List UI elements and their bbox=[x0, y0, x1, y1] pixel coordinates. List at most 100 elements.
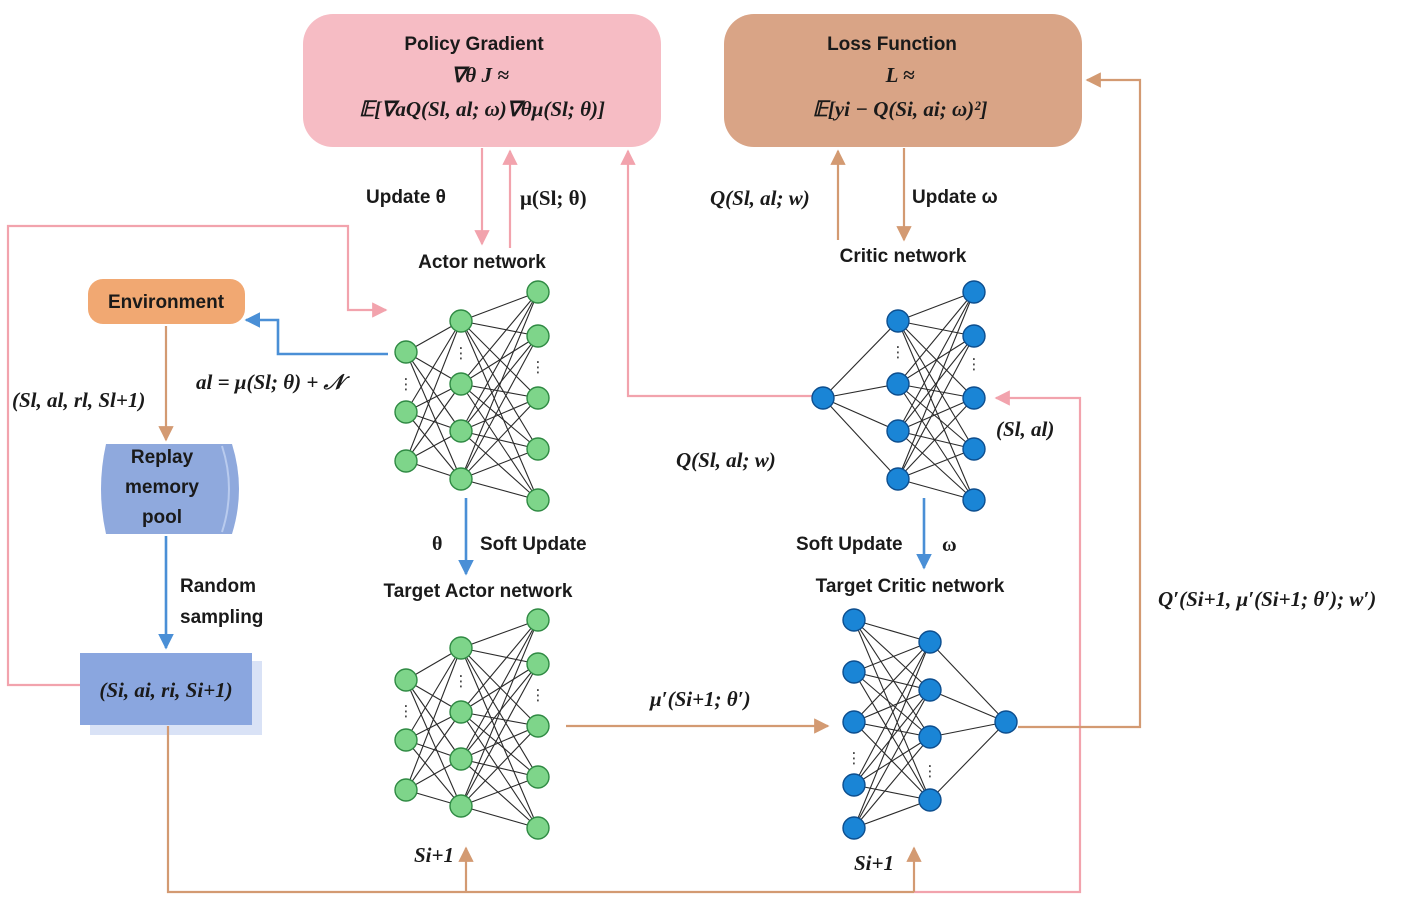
ellipsis-marker: ⋮ bbox=[923, 762, 938, 780]
network-edge bbox=[853, 641, 931, 673]
sampling-label: sampling bbox=[180, 607, 263, 628]
theta-label: θ bbox=[432, 533, 442, 555]
network-edge bbox=[897, 383, 975, 399]
s-next-actor-label: Si+1 bbox=[414, 843, 454, 867]
next-state-bus bbox=[166, 726, 914, 894]
update-omega-label: Update ω bbox=[912, 187, 998, 208]
network-edge bbox=[460, 383, 539, 399]
network-edge bbox=[460, 291, 539, 480]
replay-memory-shape bbox=[101, 444, 239, 534]
policy-gradient-line1: ∇θ J ≈ bbox=[451, 63, 509, 87]
network-edges bbox=[853, 619, 1007, 829]
sample-box: (Si, ai, ri, Si+1) bbox=[80, 653, 262, 735]
network-edge bbox=[897, 430, 975, 450]
network-edge bbox=[929, 689, 1007, 723]
ellipsis-marker: ⋮ bbox=[847, 749, 862, 767]
state-action-label: (Sl, al) bbox=[996, 417, 1054, 441]
network-edge bbox=[460, 647, 539, 665]
update-theta-label: Update θ bbox=[366, 187, 446, 208]
network-edge bbox=[405, 647, 462, 791]
network-node bbox=[526, 437, 550, 461]
network-node bbox=[394, 668, 418, 692]
network-node bbox=[526, 488, 550, 512]
network-edge bbox=[929, 721, 1007, 738]
random-label: Random bbox=[180, 576, 256, 597]
omega-label: ω bbox=[942, 534, 957, 556]
network-edge bbox=[853, 619, 931, 801]
policy-gradient-box: Policy Gradient ∇θ J ≈ 𝔼[∇aQ(Sl, al; ω)∇… bbox=[303, 14, 661, 147]
network-edge bbox=[405, 739, 462, 807]
network-node bbox=[994, 710, 1018, 734]
network-edge bbox=[853, 721, 931, 738]
network-edge bbox=[460, 320, 539, 501]
critic-network-label: Critic network bbox=[840, 246, 967, 267]
network-edge bbox=[853, 619, 931, 738]
loss-function-box: Loss Function L ≈ 𝔼[yi − Q(Si, ai; ω)²] bbox=[724, 14, 1082, 147]
network-edge bbox=[897, 383, 975, 450]
network-node bbox=[449, 467, 473, 491]
network-edge bbox=[853, 689, 931, 829]
replay-label-2: memory bbox=[125, 477, 199, 498]
soft-update-actor-label: Soft Update bbox=[480, 534, 587, 555]
loss-function-line2: 𝔼[yi − Q(Si, ai; ω)²] bbox=[813, 97, 988, 121]
network-edge bbox=[822, 320, 899, 399]
mu-prime-label: μ′(Si+1; θ′) bbox=[649, 687, 751, 711]
network-edge bbox=[460, 397, 539, 480]
network-edge bbox=[460, 619, 539, 760]
ellipsis-marker: ⋮ bbox=[399, 702, 414, 720]
loss-function-line1: L ≈ bbox=[885, 63, 915, 87]
transition-label: (Sl, al, rl, Sl+1) bbox=[12, 388, 145, 412]
environment-label: Environment bbox=[108, 292, 225, 313]
network-edge bbox=[460, 291, 539, 432]
network-edge bbox=[460, 335, 539, 385]
network-edge bbox=[460, 478, 539, 501]
network-edge bbox=[460, 320, 539, 337]
network-edges bbox=[822, 291, 975, 501]
network-node bbox=[449, 372, 473, 396]
policy-gradient-title: Policy Gradient bbox=[404, 34, 544, 55]
network-edge bbox=[822, 383, 899, 399]
network-edge bbox=[460, 291, 539, 322]
network-node bbox=[526, 608, 550, 632]
target-actor-network: ⋮ ⋮ ⋮ bbox=[394, 608, 550, 840]
network-edge bbox=[897, 335, 975, 385]
network-edge bbox=[405, 351, 462, 480]
network-node bbox=[886, 467, 910, 491]
network-edge bbox=[405, 320, 462, 413]
environment-box-bg bbox=[88, 279, 245, 324]
replay-label-1: Replay bbox=[131, 447, 194, 468]
network-edge bbox=[460, 758, 539, 829]
network-edge bbox=[405, 679, 462, 807]
network-node bbox=[918, 630, 942, 654]
network-node bbox=[962, 488, 986, 512]
network-node bbox=[811, 386, 835, 410]
network-node bbox=[842, 710, 866, 734]
ellipsis-marker: ⋮ bbox=[531, 686, 546, 704]
network-edge bbox=[853, 736, 931, 829]
ellipsis-marker: ⋮ bbox=[531, 358, 546, 376]
network-edge bbox=[460, 619, 539, 713]
network-node bbox=[886, 372, 910, 396]
target-critic-network-label: Target Critic network bbox=[816, 576, 1005, 597]
network-node bbox=[449, 309, 473, 333]
network-node bbox=[842, 773, 866, 797]
network-edge bbox=[460, 619, 539, 649]
network-edge bbox=[897, 291, 975, 385]
network-node bbox=[962, 280, 986, 304]
network-node bbox=[526, 280, 550, 304]
network-node bbox=[394, 449, 418, 473]
network-edge bbox=[460, 805, 539, 829]
network-edge bbox=[460, 430, 539, 501]
network-edge bbox=[897, 291, 975, 480]
network-node bbox=[449, 747, 473, 771]
network-edge bbox=[853, 736, 931, 786]
q-mid-label: Q(Sl, al; w) bbox=[676, 448, 776, 472]
network-edge bbox=[853, 689, 931, 786]
sample-to-actor-arrow bbox=[6, 224, 388, 687]
network-node bbox=[918, 678, 942, 702]
network-edge bbox=[853, 689, 931, 723]
network-edge bbox=[897, 397, 975, 480]
connectors bbox=[6, 72, 1142, 894]
state-action-to-critic-arrow bbox=[914, 390, 1082, 894]
network-edge bbox=[460, 711, 539, 727]
